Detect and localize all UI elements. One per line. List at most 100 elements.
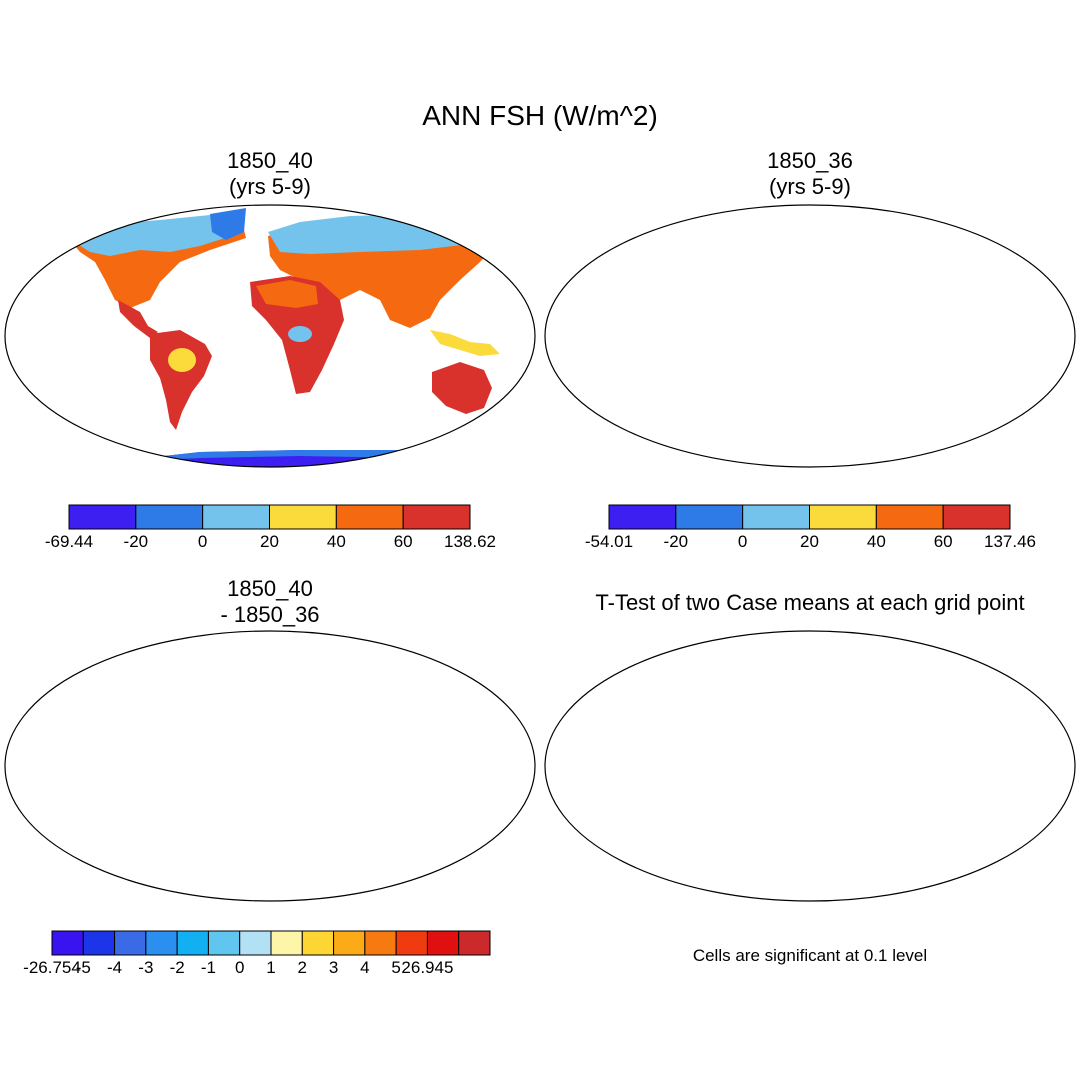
panel-3-title: 1850_40 - 1850_36 [120,576,420,628]
panel-2-colorbar-box [809,504,877,530]
panel-2-colorbar-box [942,504,1011,530]
panel-3-colorbar-box [176,930,209,956]
panel-4-map [544,630,1076,902]
panel-3-title-line2: - 1850_36 [220,602,320,627]
significant-cell [665,893,672,898]
panel-1-colorbar-box [135,504,204,530]
significant-cell [994,889,1003,894]
south-america-interior [168,348,196,372]
panel-1-title-line1: 1850_40 [227,148,313,173]
se-asia [430,330,500,356]
panel-3-colorbar-tick-label: -2 [170,958,185,977]
panel-3-colorbar-box [207,930,241,956]
panel-3-colorbar-tick-label: -4 [107,958,122,977]
significant-cell [953,891,960,896]
significant-cell [676,894,683,898]
panel-1-title-line2: (yrs 5-9) [229,174,311,199]
panel-3-colorbar-box [145,930,178,956]
panel-1-colorbar-box [202,504,271,530]
panel-4-globe-background [545,631,1075,901]
significance-note: Cells are significant at 0.1 level [692,946,928,965]
panel-4-title: T-Test of two Case means at each grid po… [595,590,1025,615]
panel-3-colorbar-tick-label: 1 [266,958,275,977]
significant-cell [671,889,679,893]
panel-3-globe-outline [4,630,536,902]
panel-3-colorbar-tick-label: -5 [76,958,91,977]
panel-1-colorbar-box [335,504,404,530]
panel-1-map [4,204,536,468]
panel-1-colorbar-tick-label: 60 [394,532,413,551]
significant-cell [954,893,962,899]
greenland [210,208,246,240]
panel-2-colorbar-box [608,504,677,530]
panel-3-globe-background [5,631,535,901]
panel-3-colorbar-tick-label: 0 [235,958,244,977]
significant-cell [958,892,963,895]
panel-1-globe-outline [4,204,536,468]
north-america-north [68,212,244,256]
panel-3-colorbar-box [82,930,116,956]
antarctica-edge [110,450,450,462]
panel-3-colorbar: -26.754-5 -4 -3 -2 -1 0 1 2 3 4 5 26.945 [23,930,491,977]
significant-cell [989,886,996,890]
panel-3-colorbar-tick-label: 2 [298,958,307,977]
panel-3-colorbar-tick-label: -26.754 [23,958,81,977]
significant-cell [950,892,958,896]
significant-cell [947,888,954,891]
panel-1-colorbar-tick-label: 40 [327,532,346,551]
panel-2-colorbar-tick-label: 20 [800,532,819,551]
panel-1-colorbar-tick-label: -20 [124,532,149,551]
panel-3-colorbar-tick-label: -3 [138,958,153,977]
panel-3-colorbar-tick-label: 5 [391,958,400,977]
significant-cell [678,892,686,897]
significant-cell [673,890,679,894]
panel-3-colorbar-box [458,930,491,956]
significant-cell [680,891,688,896]
panel-2-colorbar-tick-label: 60 [934,532,953,551]
africa-interior [288,326,312,342]
panel-1-colorbar-box [269,504,337,530]
panel-2-colorbar-tick-label: 137.46 [984,532,1036,551]
australia [432,362,492,414]
panel-3-colorbar-box [301,930,335,956]
panel-3-colorbar-tick-label: 26.945 [401,958,453,977]
panel-3-colorbar-tick-label: 4 [360,958,369,977]
south-america [150,330,212,430]
panel-1-colorbar-tick-label: 0 [198,532,207,551]
panel-1-title: 1850_40 (yrs 5-9) [120,148,420,200]
significant-cell [670,891,676,898]
panel-2-colorbar-tick-label: 0 [738,532,747,551]
panel-3-colorbar-box [364,930,397,956]
panel-3-title-line1: 1850_40 [227,576,313,601]
significant-cell [963,894,971,898]
panel-2-title-line1: 1850_36 [767,148,853,173]
significant-cell [681,889,686,892]
panel-2-globe-background [545,205,1075,467]
significant-cell [987,885,991,892]
panel-2-globe-outline [544,204,1076,468]
panel-2-colorbar-tick-label: 40 [867,532,886,551]
significant-cell [618,666,624,669]
panel-1-colorbar: -69.44 -20 0 20 40 60 138.62 [45,504,496,551]
panel-1-colorbar-tick-label: -69.44 [45,532,93,551]
panel-3-colorbar-tick-label: 3 [329,958,338,977]
significant-cell [985,892,994,899]
significant-cell [675,892,679,898]
panel-3-colorbar-box [51,930,84,956]
panel-3-colorbar-box [270,930,303,956]
panel-2-colorbar-box [875,504,944,530]
panel-3-colorbar-box [333,930,366,956]
panel-2-colorbar-box [742,504,811,530]
panel-2-colorbar-tick-label: -20 [664,532,689,551]
significant-cell [949,887,954,892]
significant-cell [972,893,977,898]
panel-1-colorbar-tick-label: 138.62 [444,532,496,551]
panel-3-map [4,630,536,902]
panel-4-globe-outline [544,630,1076,902]
panel-1-colorbar-box [68,504,137,530]
central-america [118,300,158,338]
panel-1-colorbar-box [402,504,471,530]
panel-3-colorbar-box [239,930,272,956]
significant-cell [675,896,679,902]
panel-3-colorbar-box [395,930,428,956]
